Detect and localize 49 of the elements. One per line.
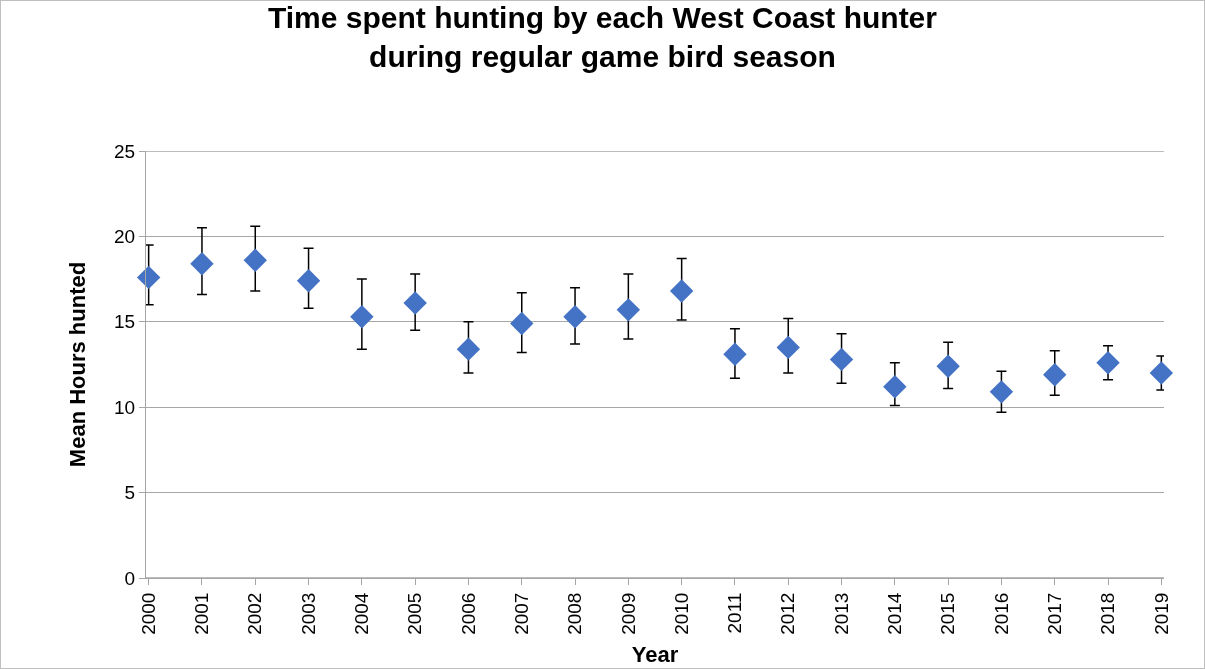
point: [563, 304, 587, 329]
point: [243, 248, 267, 273]
point: [136, 265, 161, 290]
point: [989, 380, 1014, 404]
point: [1149, 361, 1174, 385]
x-tick-label: 2011: [724, 592, 746, 634]
point: [350, 304, 374, 329]
x-tick-label: 2007: [510, 592, 532, 635]
point: [456, 337, 481, 361]
x-tick-label: 2013: [830, 592, 852, 635]
x-tick-label: 2000: [137, 592, 159, 635]
x-tick-label: 2018: [1097, 592, 1119, 635]
point: [616, 298, 641, 322]
x-tick-label: 2012: [777, 592, 799, 635]
point: [829, 347, 854, 372]
point: [1096, 351, 1120, 375]
x-tick-label: 2006: [457, 592, 479, 635]
y-tick-label: 10: [114, 396, 136, 418]
chart-title: Time spent hunting by each West Coast hunter during regular game bird season: [268, 0, 938, 73]
y-tick-label: 15: [114, 311, 136, 333]
x-tick-label: 2001: [191, 592, 213, 635]
point: [723, 342, 747, 366]
point: [296, 269, 321, 293]
point: [403, 291, 427, 315]
y-tick-label: 0: [124, 567, 136, 589]
y-axis-title: Mean Hours hunted: [64, 261, 90, 468]
x-tick-label: 2019: [1150, 592, 1172, 635]
x-tick-label: 2014: [884, 592, 906, 635]
y-tick-label: 25: [114, 140, 136, 162]
x-tick-label: 2017: [1043, 592, 1065, 635]
y-tick-label: 5: [124, 482, 136, 504]
x-tick-label: 2005: [404, 592, 426, 635]
point: [669, 279, 694, 303]
x-tick-label: 2002: [244, 592, 266, 635]
point: [936, 354, 960, 378]
x-tick-label: 2015: [937, 592, 959, 635]
x-tick-label: 2003: [297, 592, 319, 635]
point: [190, 252, 214, 276]
point: [883, 375, 907, 399]
x-tick-label: 2004: [351, 592, 373, 635]
point: [1043, 363, 1067, 387]
y-tick-label: 20: [114, 226, 136, 248]
point: [776, 335, 800, 360]
x-tick-label: 2008: [564, 592, 586, 635]
x-tick-label: 2010: [670, 592, 692, 635]
x-tick-label: 2016: [990, 592, 1012, 635]
x-tick-label: 2009: [617, 592, 639, 635]
x-axis-title: Year: [631, 641, 679, 667]
point: [510, 311, 534, 336]
